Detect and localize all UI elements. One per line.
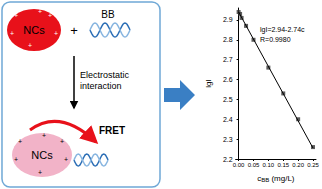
svg-text:lgI=2.94-2.74c: lgI=2.94-2.74c: [260, 26, 305, 34]
svg-text:+: +: [48, 12, 52, 19]
svg-text:NCs: NCs: [23, 24, 45, 36]
svg-text:2.4: 2.4: [223, 116, 233, 123]
svg-text:+: +: [38, 169, 42, 176]
svg-text:2.9: 2.9: [223, 16, 233, 23]
svg-text:0.15: 0.15: [277, 162, 289, 168]
svg-text:R=0.9980: R=0.9980: [260, 36, 291, 43]
svg-text:+: +: [14, 12, 18, 19]
svg-text:lgI: lgI: [204, 79, 213, 87]
svg-text:+: +: [60, 138, 64, 145]
svg-text:0.00: 0.00: [233, 162, 245, 168]
svg-text:c: c: [257, 173, 262, 183]
svg-text:+: +: [18, 138, 22, 145]
svg-text:Electrostaticinteraction: Electrostaticinteraction: [80, 70, 130, 91]
svg-text:+: +: [10, 30, 14, 37]
svg-text:0.25: 0.25: [307, 162, 319, 168]
svg-text:2.3: 2.3: [223, 136, 233, 143]
svg-text:BB: BB: [261, 177, 269, 183]
svg-text:2.7: 2.7: [223, 56, 233, 63]
svg-text:2.5: 2.5: [223, 96, 233, 103]
svg-text:2.8: 2.8: [223, 36, 233, 43]
svg-text:FRET: FRET: [99, 125, 125, 136]
svg-text:NCs: NCs: [31, 149, 53, 161]
svg-text:+: +: [64, 156, 68, 163]
svg-text:0.05: 0.05: [248, 162, 260, 168]
svg-text:+: +: [14, 156, 18, 163]
svg-text:0.10: 0.10: [263, 162, 275, 168]
svg-text:+: +: [70, 23, 78, 38]
svg-text:0.20: 0.20: [292, 162, 304, 168]
svg-text:+: +: [54, 30, 58, 37]
svg-text:BB: BB: [101, 9, 115, 20]
svg-text:+: +: [42, 132, 46, 139]
svg-text:+: +: [38, 8, 42, 15]
svg-text:+: +: [28, 42, 32, 49]
svg-text:2.6: 2.6: [223, 76, 233, 83]
svg-text:(mg/L): (mg/L): [269, 174, 295, 183]
svg-text:2.2: 2.2: [223, 156, 233, 163]
